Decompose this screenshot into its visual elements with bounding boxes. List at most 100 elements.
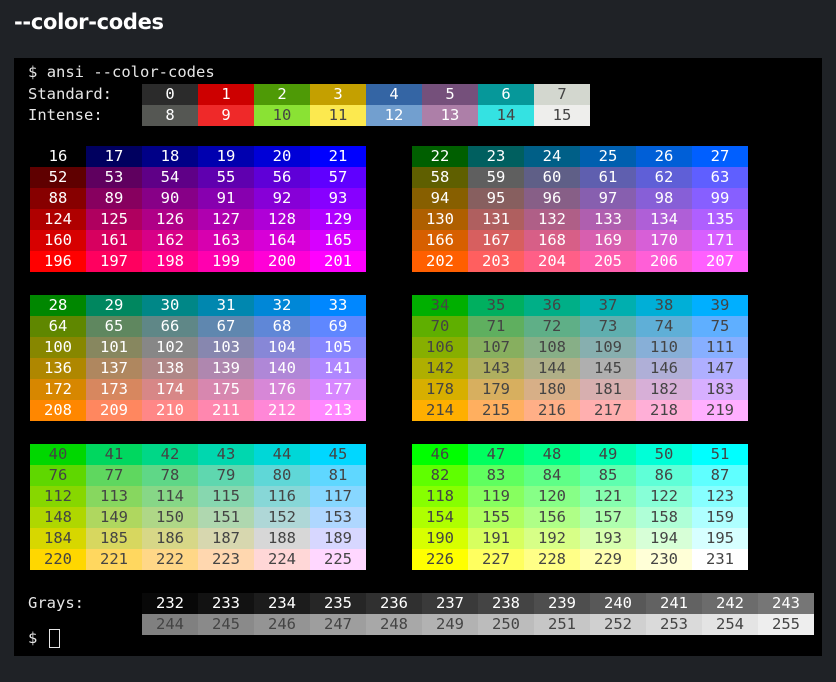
terminal-window[interactable]: $ ansi --color-codes Standard: Intense: … (14, 58, 822, 656)
color-cube-cell: 90 (142, 188, 198, 209)
color-cube-cell: 96 (524, 188, 580, 209)
color-cube-cell: 168 (524, 230, 580, 251)
intense-color-cell: 9 (198, 105, 254, 126)
color-cube-cell: 169 (580, 230, 636, 251)
color-cube-cell: 20 (254, 146, 310, 167)
gray-color-cell: 235 (310, 593, 366, 614)
gray-color-cell: 242 (702, 593, 758, 614)
color-cube-cell: 179 (468, 379, 524, 400)
gray-color-cell: 237 (422, 593, 478, 614)
color-cube-cell: 93 (310, 188, 366, 209)
color-cube-cell: 141 (310, 358, 366, 379)
color-cube-cell: 109 (580, 337, 636, 358)
color-cube-cell: 182 (636, 379, 692, 400)
color-cube-cell: 139 (198, 358, 254, 379)
color-cube-cell: 170 (636, 230, 692, 251)
color-cube-cell: 51 (692, 444, 748, 465)
gray-color-cell: 247 (310, 614, 366, 635)
color-cube-cell: 226 (412, 549, 468, 570)
color-cube-cell: 16 (30, 146, 86, 167)
color-cube-cell: 21 (310, 146, 366, 167)
color-cube-cell: 56 (254, 167, 310, 188)
color-cube-cell: 121 (580, 486, 636, 507)
color-cube-cell: 224 (254, 549, 310, 570)
color-cube-cell: 152 (254, 507, 310, 528)
gray-color-cell: 246 (254, 614, 310, 635)
color-cube-cell: 198 (142, 251, 198, 272)
color-cube-cell: 50 (636, 444, 692, 465)
color-cube-cell: 185 (86, 528, 142, 549)
color-cube-cell: 37 (580, 295, 636, 316)
color-cube-cell: 74 (636, 316, 692, 337)
color-cube-cell: 103 (198, 337, 254, 358)
color-cube-cell: 82 (412, 465, 468, 486)
color-cube-cell: 123 (692, 486, 748, 507)
color-cube-cell: 33 (310, 295, 366, 316)
color-cube-cell: 157 (580, 507, 636, 528)
color-cube-cell: 75 (692, 316, 748, 337)
color-cube-cell: 49 (580, 444, 636, 465)
color-cube-cell: 36 (524, 295, 580, 316)
color-cube-cell: 230 (636, 549, 692, 570)
color-cube-cell: 42 (142, 444, 198, 465)
intense-label: Intense: (28, 106, 103, 124)
color-cube-cell: 201 (310, 251, 366, 272)
color-cube-cell: 154 (412, 507, 468, 528)
color-cube-cell: 214 (412, 400, 468, 421)
standard-color-cell: 4 (366, 84, 422, 105)
color-cube-cell: 163 (198, 230, 254, 251)
color-cube-cell: 129 (310, 209, 366, 230)
color-cube-cell: 204 (524, 251, 580, 272)
color-cube-cell: 161 (86, 230, 142, 251)
color-cube-cell: 111 (692, 337, 748, 358)
color-cube-cell: 110 (636, 337, 692, 358)
color-cube-cell: 219 (692, 400, 748, 421)
gray-color-cell: 239 (534, 593, 590, 614)
color-cube-cell: 160 (30, 230, 86, 251)
color-cube-cell: 62 (636, 167, 692, 188)
color-cube-cell: 172 (30, 379, 86, 400)
color-cube-cell: 83 (468, 465, 524, 486)
color-cube-cell: 85 (580, 465, 636, 486)
color-cube-cell: 114 (142, 486, 198, 507)
gray-color-cell: 241 (646, 593, 702, 614)
color-cube-cell: 38 (636, 295, 692, 316)
color-cube-cell: 43 (198, 444, 254, 465)
color-cube-cell: 52 (30, 167, 86, 188)
color-cube-cell: 68 (254, 316, 310, 337)
color-cube-cell: 67 (198, 316, 254, 337)
color-cube-cell: 132 (524, 209, 580, 230)
color-cube-cell: 136 (30, 358, 86, 379)
color-cube-cell: 227 (468, 549, 524, 570)
color-cube-cell: 63 (692, 167, 748, 188)
color-cube-cell: 171 (692, 230, 748, 251)
color-cube-cell: 88 (30, 188, 86, 209)
gray-color-cell: 248 (366, 614, 422, 635)
color-cube-cell: 119 (468, 486, 524, 507)
color-cube-cell: 128 (254, 209, 310, 230)
color-cube-cell: 72 (524, 316, 580, 337)
color-cube-cell: 91 (198, 188, 254, 209)
color-cube-cell: 87 (692, 465, 748, 486)
color-cube-cell: 81 (310, 465, 366, 486)
color-cube-cell: 53 (86, 167, 142, 188)
gray-color-cell: 240 (590, 593, 646, 614)
color-cube-cell: 40 (30, 444, 86, 465)
color-cube-cell: 142 (412, 358, 468, 379)
color-cube-cell: 176 (254, 379, 310, 400)
color-cube-cell: 162 (142, 230, 198, 251)
color-cube-cell: 101 (86, 337, 142, 358)
gray-color-cell: 232 (142, 593, 198, 614)
color-cube-cell: 39 (692, 295, 748, 316)
gray-color-cell: 234 (254, 593, 310, 614)
gray-color-cell: 250 (478, 614, 534, 635)
gray-color-cell: 245 (198, 614, 254, 635)
color-cube-cell: 133 (580, 209, 636, 230)
color-cube-cell: 31 (198, 295, 254, 316)
color-cube-cell: 73 (580, 316, 636, 337)
color-cube-cell: 187 (198, 528, 254, 549)
color-cube-cell: 194 (636, 528, 692, 549)
color-cube-cell: 177 (310, 379, 366, 400)
color-cube-cell: 126 (142, 209, 198, 230)
color-cube-cell: 80 (254, 465, 310, 486)
